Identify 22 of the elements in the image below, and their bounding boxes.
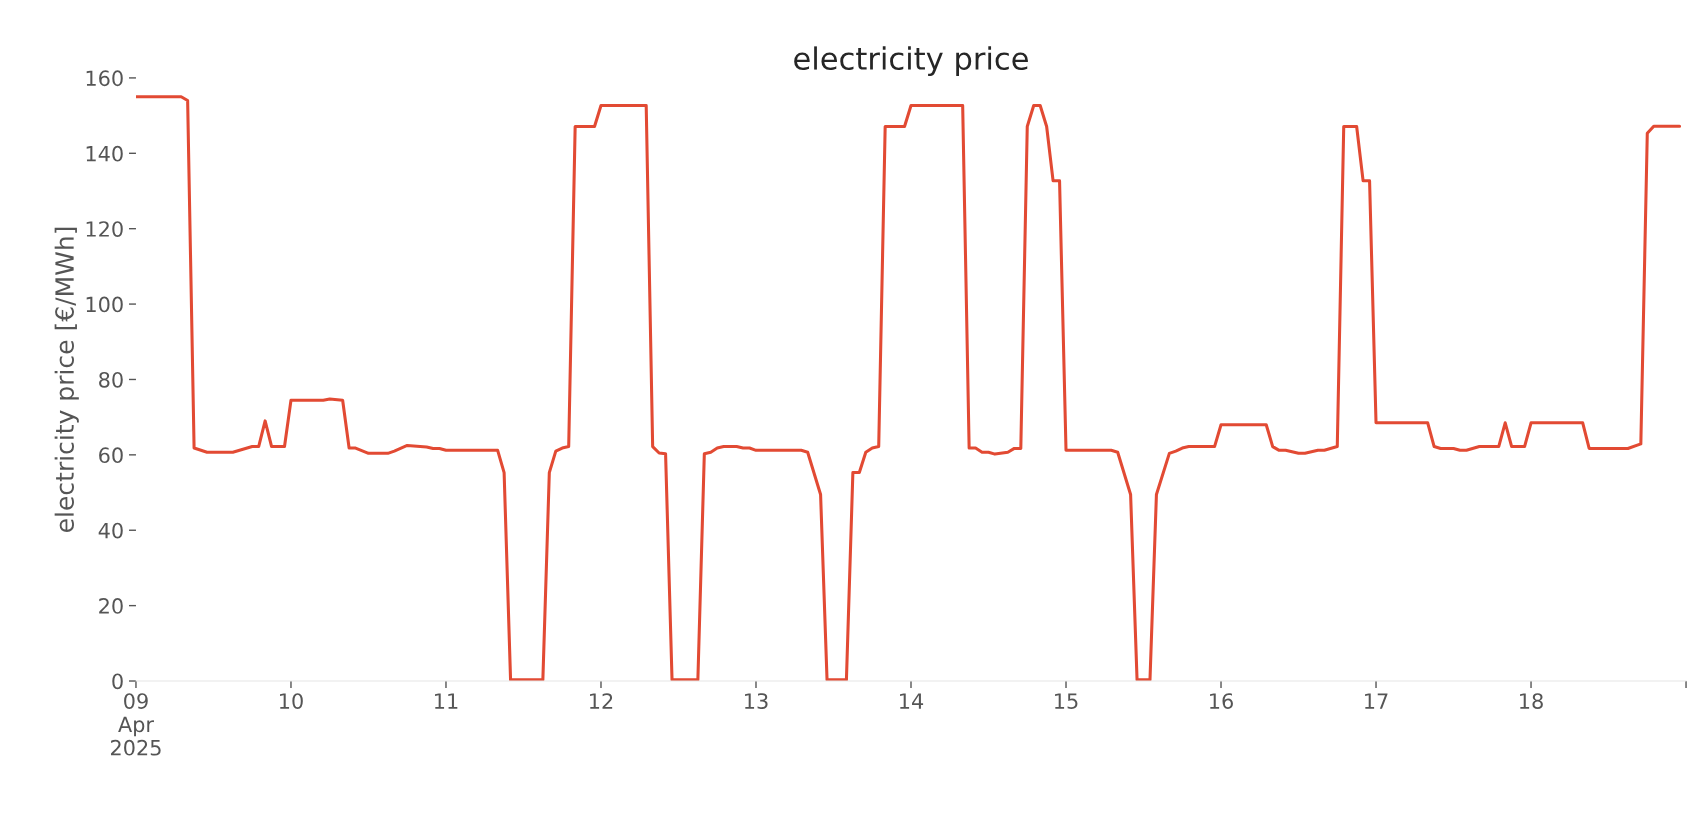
- y-tick-label: 100: [86, 296, 123, 313]
- y-tick-label: 140: [86, 145, 123, 162]
- y-axis-title: electricity price [€/MWh]: [54, 227, 79, 533]
- x-tick-label: 16: [1210, 693, 1233, 709]
- x-tick-label: 13: [745, 693, 768, 709]
- x-tick-label: 09 Apr 2025: [110, 693, 161, 756]
- x-tick-label: 12: [590, 693, 613, 709]
- x-tick-label: 14: [900, 693, 924, 709]
- y-tick-label: 40: [98, 522, 123, 539]
- x-tick-label: 18: [1520, 693, 1543, 709]
- y-tick-label: 160: [86, 70, 123, 87]
- y-tick-label: 20: [99, 598, 123, 614]
- x-tick-label: 11: [435, 693, 458, 709]
- y-tick-label: 0: [112, 673, 123, 690]
- y-tick-label: 120: [86, 221, 123, 237]
- line-series: [135, 95, 1682, 682]
- y-tick-label: 60: [99, 447, 123, 464]
- x-tick-label: 15: [1055, 693, 1078, 709]
- y-tick-label: 80: [99, 371, 123, 388]
- chart-title: electricity price: [794, 46, 1028, 76]
- x-tick-label: 17: [1365, 693, 1388, 709]
- x-tick-label: 10: [280, 693, 303, 709]
